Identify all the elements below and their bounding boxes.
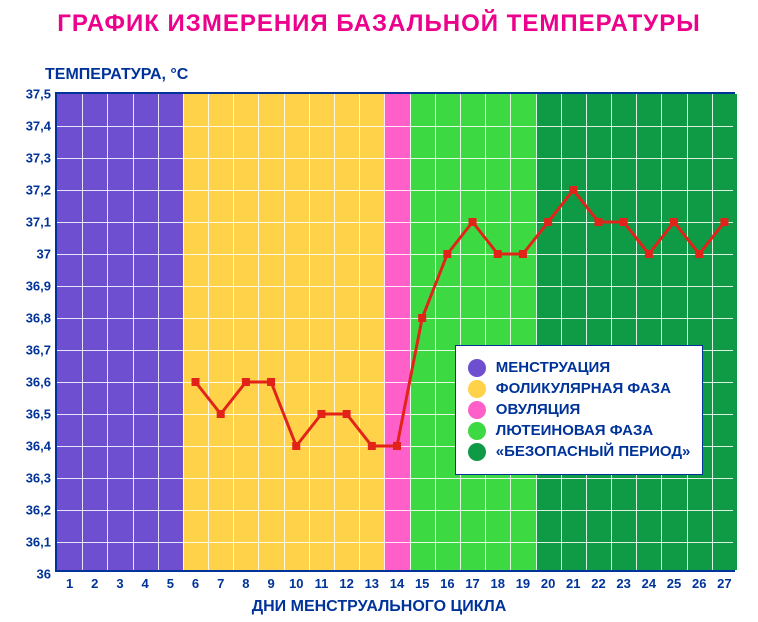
x-tick: 5 — [167, 576, 174, 591]
x-tick: 20 — [541, 576, 555, 591]
x-tick: 16 — [440, 576, 454, 591]
legend-swatch — [468, 359, 486, 377]
y-axis-label: ТЕМПЕРАТУРА, °С — [45, 66, 188, 84]
x-tick: 27 — [717, 576, 731, 591]
data-marker — [418, 314, 426, 322]
y-tick: 37,5 — [26, 87, 51, 102]
x-tick: 12 — [339, 576, 353, 591]
plot-area: 1234567891011121314151617181920212223242… — [55, 92, 735, 572]
legend-label: МЕНСТРУАЦИЯ — [496, 359, 610, 376]
x-tick: 2 — [91, 576, 98, 591]
x-tick: 8 — [242, 576, 249, 591]
y-tick: 37,1 — [26, 215, 51, 230]
legend-swatch — [468, 401, 486, 419]
x-tick: 25 — [667, 576, 681, 591]
y-tick: 36,4 — [26, 439, 51, 454]
data-marker — [594, 218, 602, 226]
y-tick: 36,5 — [26, 407, 51, 422]
y-tick: 37,4 — [26, 119, 51, 134]
data-marker — [242, 378, 250, 386]
y-tick: 36,2 — [26, 503, 51, 518]
y-tick: 37,3 — [26, 151, 51, 166]
x-tick: 10 — [289, 576, 303, 591]
x-tick: 21 — [566, 576, 580, 591]
data-line-layer — [57, 94, 737, 574]
legend: МЕНСТРУАЦИЯ ФОЛИКУЛЯРНАЯ ФАЗА ОВУЛЯЦИЯ ЛЮТЕ… — [455, 345, 704, 475]
chart-title: ГРАФИК ИЗМЕРЕНИЯ БАЗАЛЬНОЙ ТЕМПЕРАТУРЫ — [12, 10, 746, 38]
legend-swatch — [468, 380, 486, 398]
legend-item: «БЕЗОПАСНЫЙ ПЕРИОД» — [468, 443, 691, 461]
data-marker — [469, 218, 477, 226]
x-tick: 4 — [142, 576, 149, 591]
legend-label: «БЕЗОПАСНЫЙ ПЕРИОД» — [496, 443, 691, 460]
data-marker — [695, 250, 703, 258]
legend-label: ОВУЛЯЦИЯ — [496, 401, 581, 418]
legend-label: ФОЛИКУЛЯРНАЯ ФАЗА — [496, 380, 671, 397]
x-tick: 22 — [591, 576, 605, 591]
legend-item: ОВУЛЯЦИЯ — [468, 401, 691, 419]
data-marker — [192, 378, 200, 386]
x-tick: 7 — [217, 576, 224, 591]
x-tick: 17 — [465, 576, 479, 591]
data-marker — [368, 442, 376, 450]
x-tick: 1 — [66, 576, 73, 591]
x-tick: 24 — [642, 576, 656, 591]
x-tick: 6 — [192, 576, 199, 591]
y-tick: 36,7 — [26, 343, 51, 358]
data-marker — [317, 410, 325, 418]
x-tick: 18 — [491, 576, 505, 591]
data-marker — [217, 410, 225, 418]
chart-container: ГРАФИК ИЗМЕРЕНИЯ БАЗАЛЬНОЙ ТЕМПЕРАТУРЫ Т… — [0, 0, 758, 622]
legend-swatch — [468, 443, 486, 461]
x-tick: 13 — [365, 576, 379, 591]
data-marker — [519, 250, 527, 258]
y-tick: 36,1 — [26, 535, 51, 550]
x-tick: 19 — [516, 576, 530, 591]
y-tick: 36,6 — [26, 375, 51, 390]
y-tick: 36,3 — [26, 471, 51, 486]
x-tick: 15 — [415, 576, 429, 591]
data-marker — [292, 442, 300, 450]
data-marker — [645, 250, 653, 258]
x-axis-label: ДНИ МЕНСТРУАЛЬНОГО ЦИКЛА — [0, 598, 758, 616]
legend-swatch — [468, 422, 486, 440]
data-marker — [620, 218, 628, 226]
x-tick: 11 — [315, 576, 329, 591]
x-tick: 9 — [267, 576, 274, 591]
y-tick: 36,8 — [26, 311, 51, 326]
y-tick: 37 — [37, 247, 51, 262]
x-tick: 26 — [692, 576, 706, 591]
y-tick: 36,9 — [26, 279, 51, 294]
x-tick: 3 — [116, 576, 123, 591]
x-tick: 14 — [390, 576, 404, 591]
legend-item: МЕНСТРУАЦИЯ — [468, 359, 691, 377]
data-marker — [544, 218, 552, 226]
data-marker — [393, 442, 401, 450]
legend-label: ЛЮТЕИНОВАЯ ФАЗА — [496, 422, 653, 439]
data-marker — [267, 378, 275, 386]
data-marker — [443, 250, 451, 258]
data-marker — [720, 218, 728, 226]
legend-item: ЛЮТЕИНОВАЯ ФАЗА — [468, 422, 691, 440]
x-tick: 23 — [616, 576, 630, 591]
legend-item: ФОЛИКУЛЯРНАЯ ФАЗА — [468, 380, 691, 398]
data-marker — [670, 218, 678, 226]
data-marker — [343, 410, 351, 418]
y-tick: 37,2 — [26, 183, 51, 198]
data-marker — [494, 250, 502, 258]
data-marker — [569, 186, 577, 194]
y-tick: 36 — [37, 567, 51, 582]
